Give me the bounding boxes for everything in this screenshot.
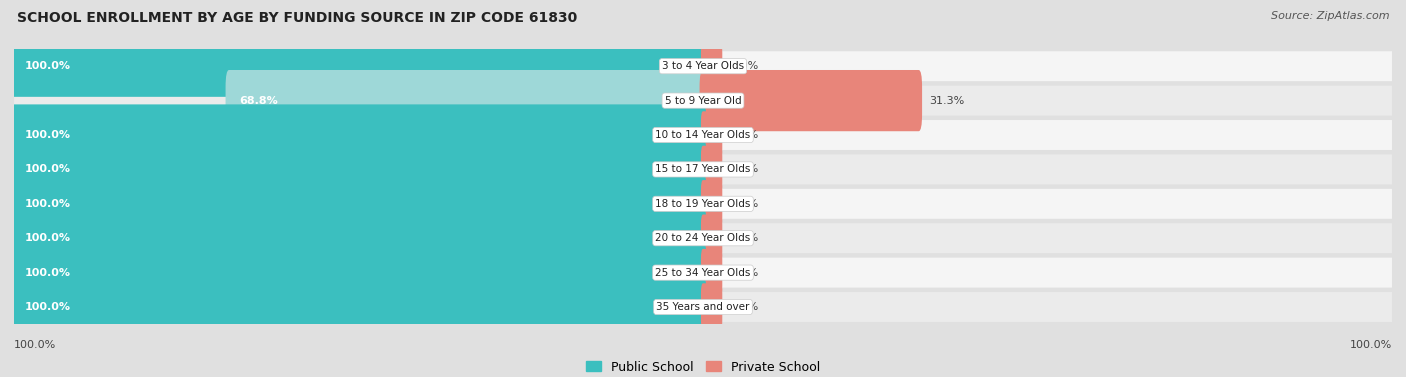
Text: 0.0%: 0.0% xyxy=(731,302,759,312)
Text: 31.3%: 31.3% xyxy=(929,96,965,106)
FancyBboxPatch shape xyxy=(14,292,1392,322)
Text: 100.0%: 100.0% xyxy=(24,199,70,209)
FancyBboxPatch shape xyxy=(700,70,922,131)
FancyBboxPatch shape xyxy=(702,283,723,331)
Text: 100.0%: 100.0% xyxy=(1350,340,1392,350)
FancyBboxPatch shape xyxy=(702,146,723,193)
Text: 100.0%: 100.0% xyxy=(24,302,70,312)
Text: 18 to 19 Year Olds: 18 to 19 Year Olds xyxy=(655,199,751,209)
FancyBboxPatch shape xyxy=(11,173,706,234)
FancyBboxPatch shape xyxy=(11,208,706,269)
Text: 100.0%: 100.0% xyxy=(24,233,70,243)
Text: 25 to 34 Year Olds: 25 to 34 Year Olds xyxy=(655,268,751,277)
Text: Source: ZipAtlas.com: Source: ZipAtlas.com xyxy=(1271,11,1389,21)
Text: 10 to 14 Year Olds: 10 to 14 Year Olds xyxy=(655,130,751,140)
FancyBboxPatch shape xyxy=(14,155,1392,184)
FancyBboxPatch shape xyxy=(11,139,706,200)
Text: 35 Years and over: 35 Years and over xyxy=(657,302,749,312)
Text: 5 to 9 Year Old: 5 to 9 Year Old xyxy=(665,96,741,106)
Legend: Public School, Private School: Public School, Private School xyxy=(581,356,825,377)
FancyBboxPatch shape xyxy=(14,223,1392,253)
Text: 0.0%: 0.0% xyxy=(731,199,759,209)
FancyBboxPatch shape xyxy=(702,249,723,296)
Text: 20 to 24 Year Olds: 20 to 24 Year Olds xyxy=(655,233,751,243)
FancyBboxPatch shape xyxy=(11,35,706,97)
Text: 3 to 4 Year Olds: 3 to 4 Year Olds xyxy=(662,61,744,71)
Text: 100.0%: 100.0% xyxy=(24,61,70,71)
FancyBboxPatch shape xyxy=(14,120,1392,150)
Text: SCHOOL ENROLLMENT BY AGE BY FUNDING SOURCE IN ZIP CODE 61830: SCHOOL ENROLLMENT BY AGE BY FUNDING SOUR… xyxy=(17,11,576,25)
FancyBboxPatch shape xyxy=(11,276,706,338)
FancyBboxPatch shape xyxy=(11,242,706,303)
FancyBboxPatch shape xyxy=(225,70,706,131)
Text: 100.0%: 100.0% xyxy=(24,164,70,175)
FancyBboxPatch shape xyxy=(14,257,1392,288)
Text: 100.0%: 100.0% xyxy=(24,130,70,140)
Text: 100.0%: 100.0% xyxy=(24,268,70,277)
FancyBboxPatch shape xyxy=(702,43,723,90)
Text: 68.8%: 68.8% xyxy=(239,96,278,106)
FancyBboxPatch shape xyxy=(14,51,1392,81)
FancyBboxPatch shape xyxy=(11,104,706,166)
Text: 0.0%: 0.0% xyxy=(731,61,759,71)
FancyBboxPatch shape xyxy=(702,111,723,159)
Text: 15 to 17 Year Olds: 15 to 17 Year Olds xyxy=(655,164,751,175)
Text: 0.0%: 0.0% xyxy=(731,268,759,277)
FancyBboxPatch shape xyxy=(702,215,723,262)
FancyBboxPatch shape xyxy=(14,86,1392,116)
Text: 0.0%: 0.0% xyxy=(731,233,759,243)
FancyBboxPatch shape xyxy=(14,189,1392,219)
Text: 0.0%: 0.0% xyxy=(731,164,759,175)
Text: 100.0%: 100.0% xyxy=(14,340,56,350)
FancyBboxPatch shape xyxy=(702,180,723,228)
Text: 0.0%: 0.0% xyxy=(731,130,759,140)
